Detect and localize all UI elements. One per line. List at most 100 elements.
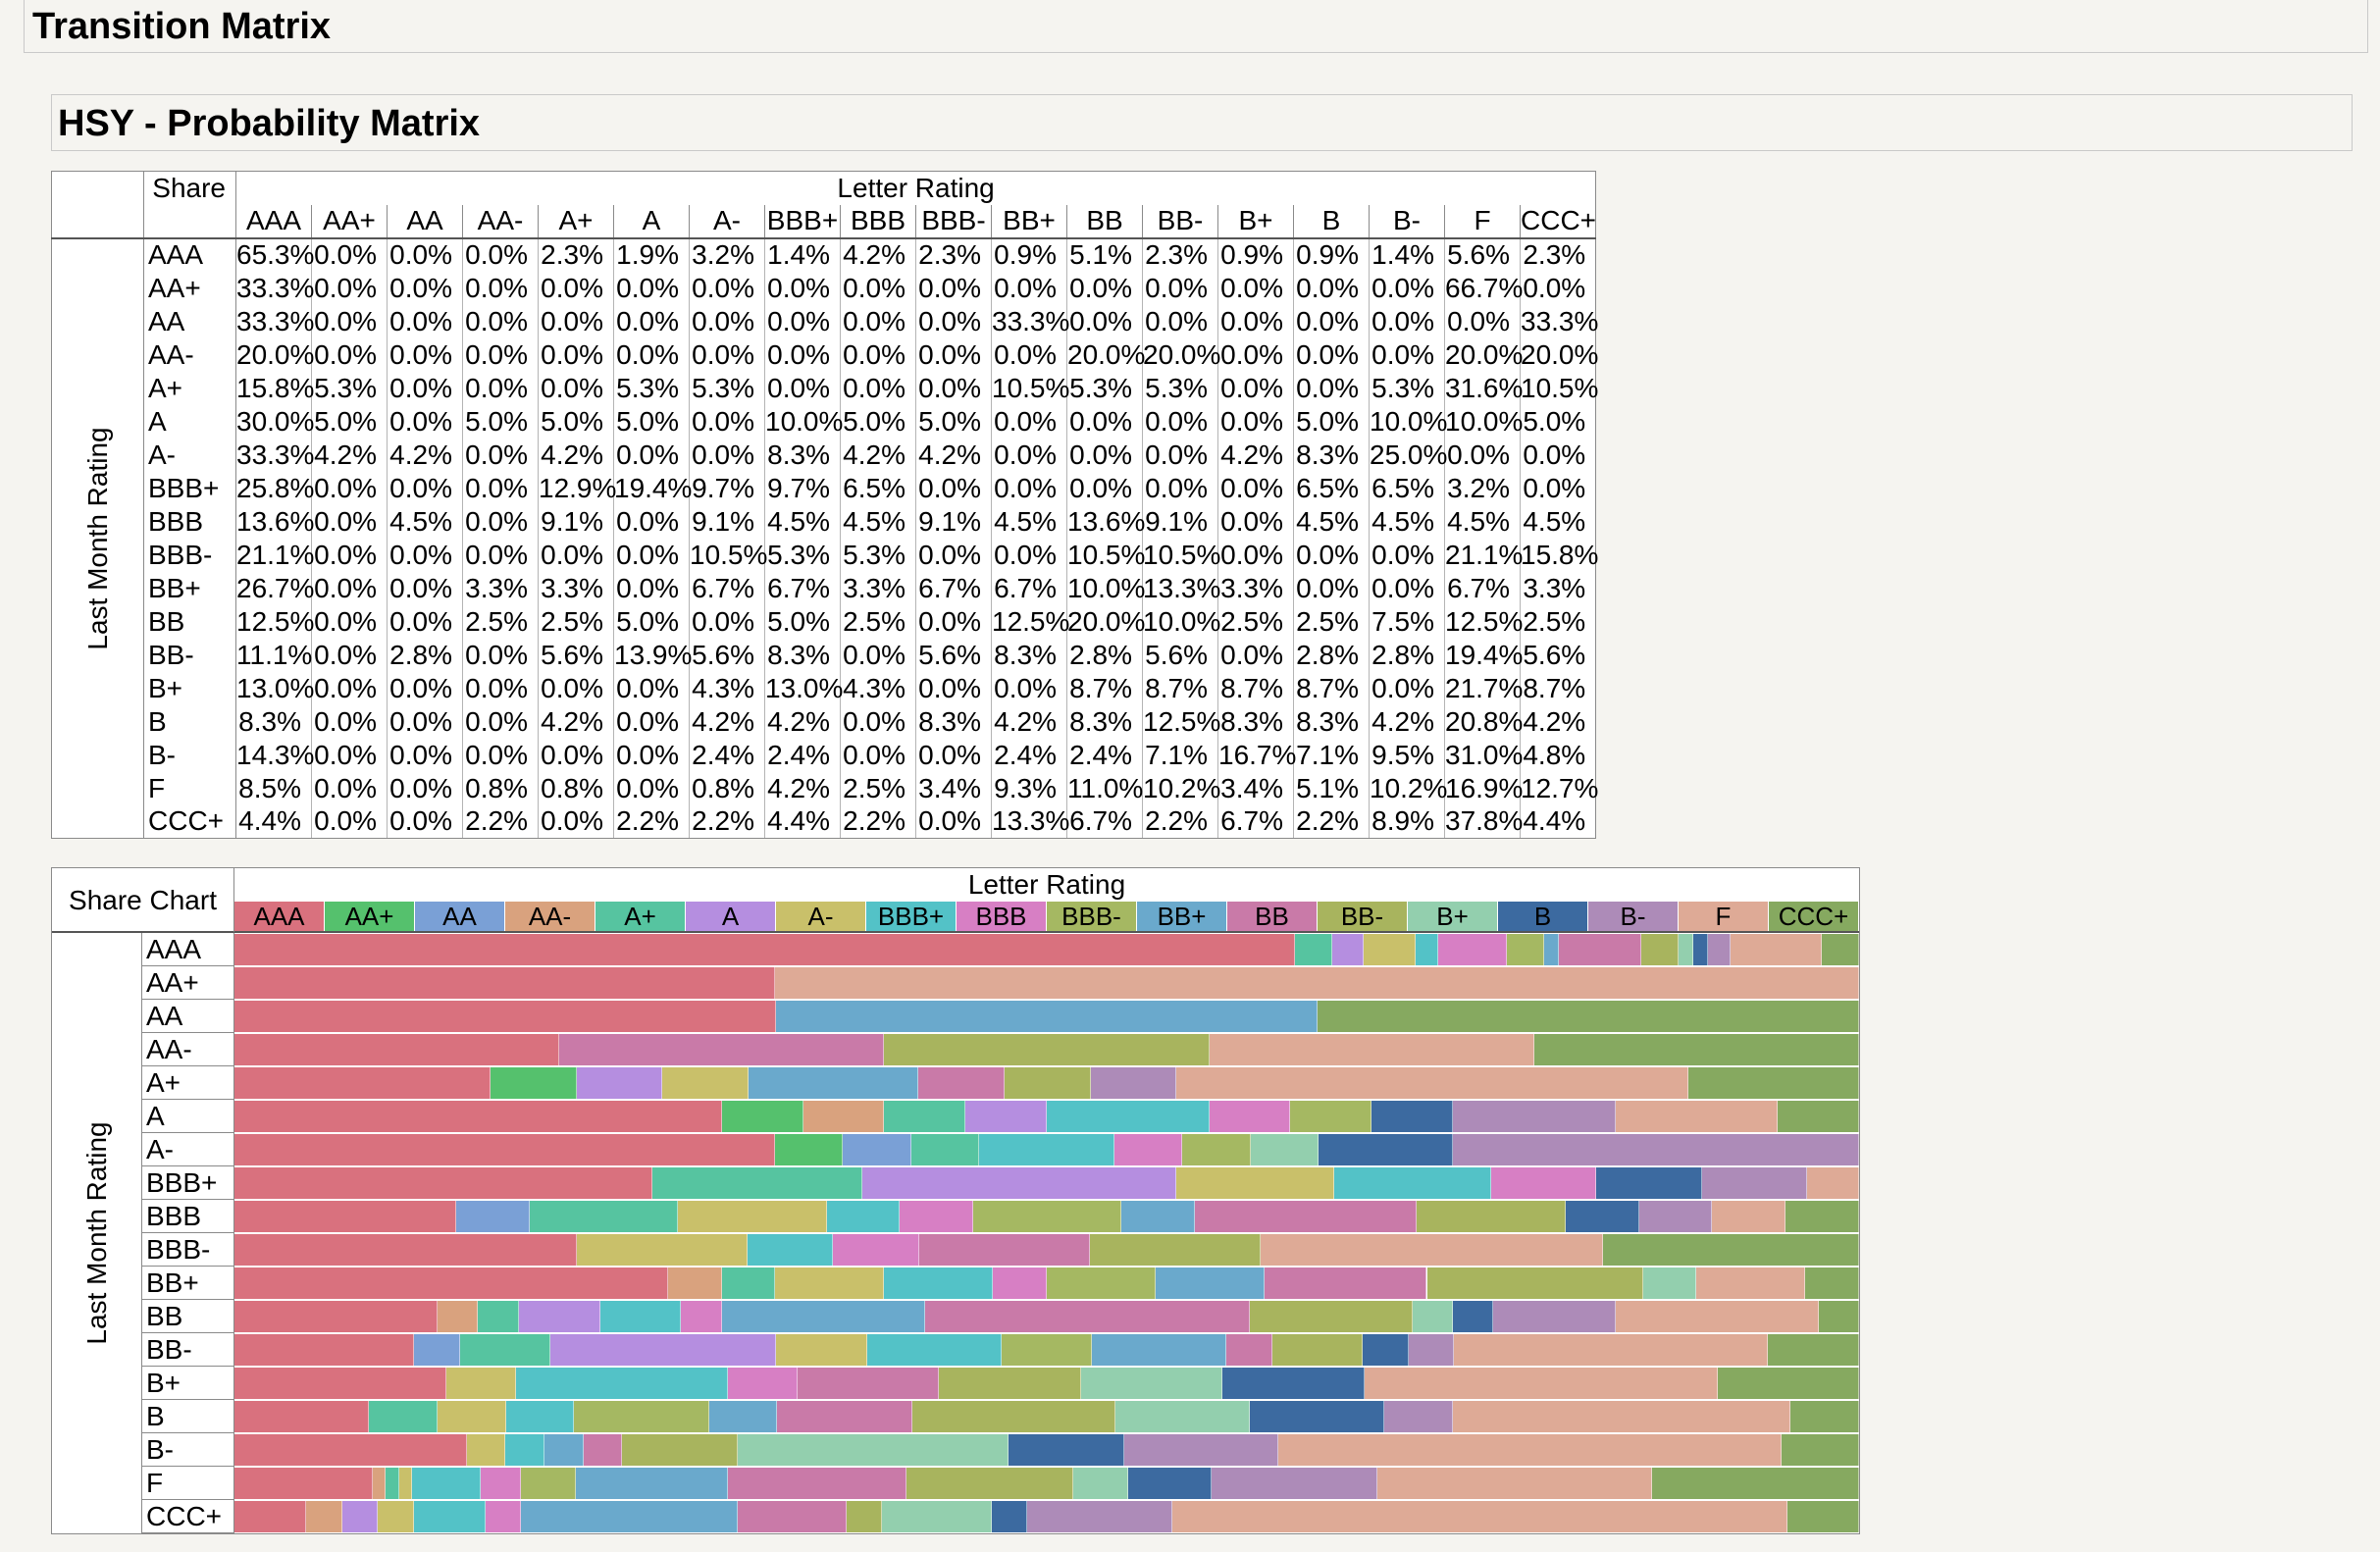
share-segment: [1693, 934, 1708, 965]
share-segment: [386, 1468, 399, 1499]
table-cell: 0.0%: [311, 638, 388, 672]
table-cell: 0.0%: [387, 704, 463, 739]
share-segment: [1641, 934, 1680, 965]
share-segment: [1072, 1468, 1128, 1499]
share-segment: [919, 1234, 1090, 1266]
share-segment: [884, 1101, 966, 1132]
share-chart-bar: [234, 1201, 1859, 1232]
row-header: F: [143, 771, 236, 805]
table-cell: 0.0%: [1217, 504, 1294, 539]
table-cell: 11.0%: [1066, 771, 1144, 805]
share-segment: [737, 1434, 1009, 1466]
table-cell: 2.2%: [613, 804, 690, 839]
share-chart-bar: [234, 1101, 1859, 1132]
table-cell: 0.0%: [311, 704, 388, 739]
table-cell: 0.9%: [1293, 236, 1370, 272]
table-cell: 4.5%: [1369, 504, 1445, 539]
table-cell: 4.2%: [1217, 438, 1294, 472]
table-cell: 0.0%: [840, 271, 916, 305]
share-segment: [900, 1201, 974, 1232]
share-segment: [1277, 1434, 1782, 1466]
table-cell: 20.8%: [1444, 704, 1524, 739]
share-segment: [861, 1167, 1177, 1199]
table-cell: 0.0%: [915, 304, 992, 338]
legend-item: BB: [1227, 902, 1318, 931]
share-segment: [993, 1267, 1047, 1299]
row-header: AAA: [143, 236, 236, 272]
legend-item: B+: [1408, 902, 1498, 931]
row-header: BBB+: [143, 471, 236, 505]
share-chart-bar: [234, 1167, 1859, 1199]
share-segment: [1426, 1267, 1643, 1299]
table-cell: 10.0%: [764, 404, 844, 439]
share-chart-legend: AAA AA+ AA AA- A+ A A- BBB+ BBB BBB- BB+ BB BB- B+ B B-…: [234, 902, 1859, 933]
share-segment: [234, 1001, 776, 1032]
share-segment: [378, 1501, 414, 1532]
table-cell: 6.7%: [1217, 804, 1294, 839]
share-segment: [1371, 1101, 1453, 1132]
share-segment: [1027, 1501, 1172, 1532]
table-cell: 6.7%: [689, 571, 765, 605]
share-segment: [747, 1234, 834, 1266]
share-segment: [1171, 1501, 1787, 1532]
table-row: A- 33.3% 4.2% 4.2% 0.0% 4.2% 0.0% 0.0% 8.3% 4.2% 4…: [52, 438, 1597, 472]
share-chart-bar: [234, 1134, 1859, 1165]
legend-item: CCC+: [1769, 902, 1859, 931]
table-cell: 12.5%: [991, 604, 1070, 639]
table-cell: 20.0%: [235, 337, 315, 372]
share-chart-row: BB+: [142, 1267, 1859, 1300]
share-segment: [1250, 1301, 1413, 1332]
share-segment: [1438, 934, 1507, 965]
row-header: BB: [143, 604, 236, 639]
share-segment: [1195, 1201, 1418, 1232]
share-segment: [1114, 1401, 1250, 1432]
table-cell: 19.4%: [613, 471, 693, 505]
table-cell: 2.2%: [689, 804, 765, 839]
table-cell: 0.0%: [462, 504, 539, 539]
share-segment: [748, 1067, 919, 1099]
table-cell: 5.3%: [764, 538, 841, 572]
table-cell: 4.4%: [764, 804, 841, 839]
table-cell: 9.7%: [764, 471, 841, 505]
column-header: A: [613, 204, 690, 239]
table-cell: 0.0%: [764, 371, 841, 405]
share-segment: [1768, 1334, 1859, 1366]
table-cell: 2.5%: [840, 604, 916, 639]
table-cell: 2.3%: [915, 236, 992, 272]
table-cell: 33.3%: [235, 304, 315, 338]
table-cell: 4.5%: [840, 504, 916, 539]
share-segment: [505, 1434, 544, 1466]
table-cell: 16.7%: [1217, 738, 1297, 772]
column-header: AAA: [235, 204, 312, 239]
table-cell: 0.0%: [689, 604, 765, 639]
table-cell: 5.3%: [311, 371, 388, 405]
share-segment: [826, 1201, 901, 1232]
table-row: BB- 11.1% 0.0% 2.8% 0.0% 5.6% 13.9% 5.6% 8.3% 0.0…: [52, 638, 1597, 672]
table-cell: 2.8%: [1369, 638, 1445, 672]
share-chart-row: BBB+: [142, 1166, 1859, 1200]
table-cell: 7.1%: [1142, 738, 1218, 772]
row-header: B+: [143, 671, 236, 705]
column-header: A+: [538, 204, 614, 239]
row-header: BB+: [143, 571, 236, 605]
share-chart-row-label: BBB: [142, 1200, 234, 1233]
window-title: Transition Matrix: [24, 0, 2368, 53]
share-segment: [1333, 1167, 1491, 1199]
matrix-share-label: Share: [143, 171, 236, 205]
table-cell: 3.3%: [1520, 571, 1597, 605]
table-cell: 10.5%: [991, 371, 1070, 405]
share-segment: [1001, 1334, 1093, 1366]
share-segment: [1222, 1368, 1365, 1399]
table-cell: 2.5%: [462, 604, 539, 639]
table-cell: 5.0%: [613, 404, 690, 439]
table-cell: 0.0%: [689, 271, 765, 305]
table-cell: 0.0%: [613, 504, 690, 539]
share-segment: [1290, 1101, 1372, 1132]
table-row: B- 14.3% 0.0% 0.0% 0.0% 0.0% 0.0% 2.4% 2.4% 0.0% 0…: [52, 738, 1597, 772]
share-segment: [1533, 1034, 1859, 1065]
table-cell: 0.0%: [1369, 304, 1445, 338]
table-cell: 2.4%: [764, 738, 841, 772]
table-cell: 4.2%: [840, 236, 916, 272]
share-chart-row: BB: [142, 1300, 1859, 1333]
column-header: BB-: [1142, 204, 1218, 239]
